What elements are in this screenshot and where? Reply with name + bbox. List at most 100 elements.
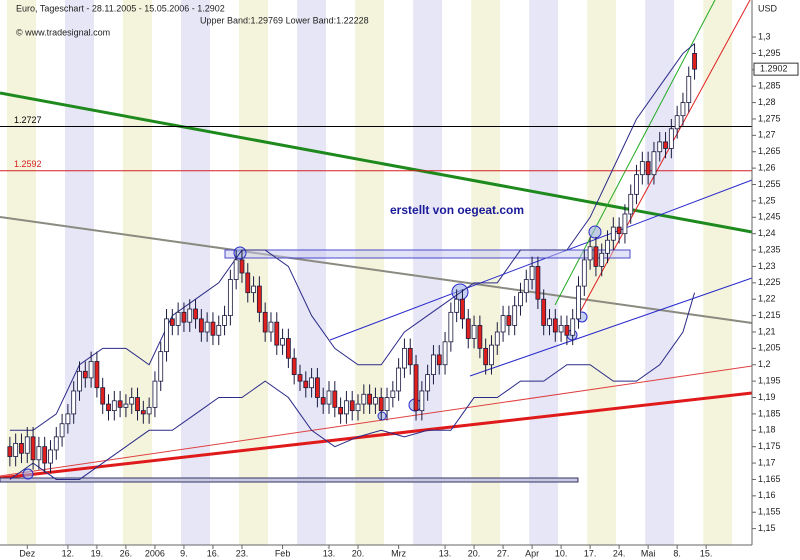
y-tick-label: 1,25: [758, 195, 776, 205]
week-stripe: [645, 0, 675, 545]
candle-body: [100, 387, 106, 405]
y-tick-label: 1,265: [758, 146, 781, 156]
band-line: [9, 292, 696, 480]
x-tick-label: Dez: [19, 548, 36, 558]
candle-body: [7, 446, 13, 457]
x-tick-label: Mai: [641, 548, 656, 558]
candle-body: [448, 311, 454, 343]
candle-body: [413, 364, 419, 412]
candle-body: [529, 266, 535, 280]
candle-body: [425, 374, 431, 392]
y-tick-label: 1,15: [758, 523, 776, 533]
candle-body: [222, 315, 227, 326]
y-tick-label: 1,16: [758, 490, 776, 500]
candle-body: [436, 354, 442, 366]
candle-body: [494, 331, 500, 346]
chart-title: Euro, Tageschart - 28.11.2005 - 15.05.20…: [16, 3, 225, 13]
candle-body: [233, 259, 239, 280]
candle-body: [396, 367, 402, 392]
x-tick-label: 23.: [236, 548, 249, 558]
candle-body: [332, 390, 338, 408]
x-tick-label: 13.: [323, 548, 336, 558]
candle-body: [320, 397, 326, 405]
y-tick-label: 1,3: [758, 31, 771, 41]
candle-body: [407, 347, 413, 366]
drawings: [0, 0, 753, 483]
y-tick-label: 1,185: [758, 408, 781, 418]
y-tick-label: 1,28: [758, 97, 776, 107]
zone-box: [0, 477, 579, 483]
candle-body: [42, 446, 48, 464]
y-tick-label: 1,165: [758, 474, 781, 484]
axis-panel: [752, 0, 800, 560]
week-stripe: [616, 0, 646, 545]
watermark: erstellt von oegeat.com: [390, 203, 524, 217]
y-tick-label: 1,155: [758, 507, 781, 517]
candle-body: [175, 311, 181, 326]
x-tick-label: Feb: [275, 548, 291, 558]
candle-body: [309, 377, 314, 389]
candle-body: [164, 318, 169, 353]
candle-body: [512, 305, 518, 326]
week-stripe: [64, 0, 94, 545]
y-tick-label: 1,235: [758, 244, 781, 254]
candle-body: [280, 338, 285, 346]
y-tick-label: 1,285: [758, 81, 781, 91]
pivot-marker: [588, 225, 602, 239]
y-tick-label: 1,23: [758, 261, 776, 271]
x-tick-label: 24.: [613, 548, 626, 558]
candle-body: [547, 318, 552, 326]
candle-body: [639, 161, 645, 176]
axes: 1,15 1,155 1,16 1,165 1,17 1,175 1,18 1,185 1,19…: [19, 31, 799, 558]
candle-body: [402, 347, 407, 369]
y-tick-label: 1,225: [758, 277, 781, 287]
week-stripe: [297, 0, 327, 545]
subtitle: Upper Band:1.29769 Lower Band:1.22228: [200, 15, 369, 25]
candle-body: [634, 174, 639, 195]
y-axis-label: USD: [758, 3, 778, 13]
y-tick-label: 1,205: [758, 343, 781, 353]
candle-body: [657, 141, 663, 153]
candle-body: [454, 298, 460, 313]
candle-body: [599, 252, 605, 267]
candle-body: [390, 390, 396, 398]
candle-body: [535, 266, 541, 300]
last-price-box: [753, 62, 799, 76]
candle-body: [297, 374, 303, 382]
x-tick-label: 9.: [180, 548, 188, 558]
candle-body: [88, 361, 94, 379]
candle-body: [262, 311, 268, 333]
trend-line: [0, 216, 753, 324]
level-label: 1.2592: [14, 159, 42, 169]
candle-body: [587, 246, 593, 261]
candle-body: [204, 321, 210, 333]
candle-body: [610, 226, 616, 241]
candle-body: [680, 102, 686, 117]
candle-body: [152, 380, 158, 408]
candle-body: [622, 213, 628, 235]
candle-body: [344, 400, 349, 415]
x-tick-label: 16.: [207, 548, 220, 558]
week-stripe: [152, 0, 182, 545]
candle-body: [111, 400, 117, 412]
candle-body: [483, 347, 489, 366]
candle-body: [239, 259, 245, 274]
candle-body: [552, 318, 558, 333]
x-tick-label: Apr: [525, 548, 539, 558]
candle-body: [419, 390, 425, 412]
candle-body: [216, 325, 222, 336]
week-stripe: [413, 0, 443, 545]
candle-body: [274, 321, 280, 346]
candle-body: [24, 436, 30, 454]
week-stripe: [471, 0, 501, 545]
candle-body: [53, 436, 59, 451]
candle-body: [471, 325, 477, 339]
candle-body: [77, 370, 82, 392]
candle-body: [465, 318, 471, 339]
candle-body: [251, 285, 256, 294]
candle-body: [442, 341, 448, 366]
level-label: 1.2727: [14, 115, 42, 125]
candle-body: [210, 321, 216, 336]
